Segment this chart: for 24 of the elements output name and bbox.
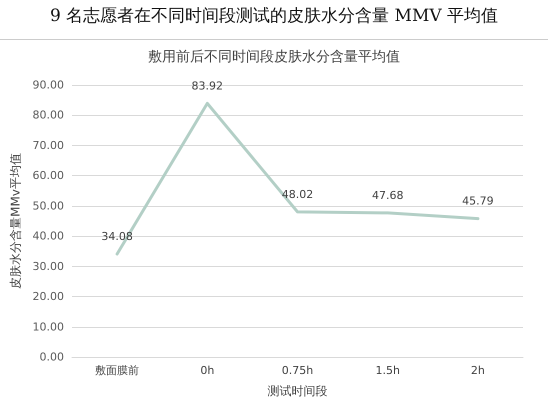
data-label: 83.92 bbox=[192, 79, 224, 92]
data-label: 45.79 bbox=[462, 194, 494, 208]
x-axis-title: 测试时间段 bbox=[268, 384, 328, 398]
y-tick-label: 70.00 bbox=[32, 138, 64, 152]
x-tick-label: 敷面膜前 bbox=[95, 364, 140, 377]
x-tick-label: 0h bbox=[200, 364, 214, 377]
y-tick-label: 10.00 bbox=[32, 320, 64, 334]
y-tick-label: 40.00 bbox=[32, 230, 64, 243]
x-tick-label: 1.5h bbox=[375, 364, 400, 377]
y-tick-label: 30.00 bbox=[32, 260, 64, 273]
data-label: 47.68 bbox=[372, 188, 404, 202]
y-tick-label: 0.00 bbox=[40, 350, 64, 364]
chart-subtitle: 敷用前后不同时间段皮肤水分含量平均值 bbox=[148, 49, 400, 65]
y-tick-label: 90.00 bbox=[32, 78, 64, 92]
data-label: 34.08 bbox=[101, 230, 133, 244]
y-axis-title: 皮肤水分含量MMv平均值 bbox=[8, 153, 23, 289]
y-tick-label: 60.00 bbox=[32, 169, 64, 182]
x-tick-label: 0.75h bbox=[282, 364, 314, 377]
y-tick-label: 80.00 bbox=[32, 108, 64, 122]
chart-title: 9 名志愿者在不同时间段测试的皮肤水分含量 MMV 平均值 bbox=[0, 0, 548, 40]
x-tick-label: 2h bbox=[470, 364, 485, 377]
data-label: 48.02 bbox=[282, 188, 314, 201]
y-tick-label: 20.00 bbox=[32, 290, 64, 304]
y-tick-label: 50.00 bbox=[32, 199, 64, 212]
